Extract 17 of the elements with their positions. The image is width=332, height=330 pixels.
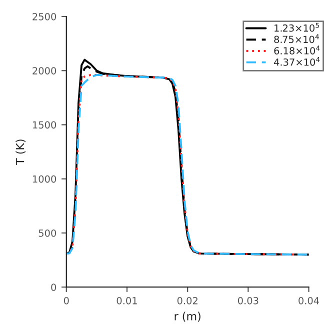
y-tick-label: 2000 <box>32 67 56 74</box>
y-tick-label: 500 <box>38 229 56 237</box>
legend-label: 1.23×10$^{5}$ <box>274 22 319 32</box>
x-tick-label: 0.02 <box>177 296 198 304</box>
y-tick-label: 0 <box>51 284 56 291</box>
y-tick-label: 2500 <box>32 12 56 20</box>
legend-label: 6.18×10$^{4}$ <box>274 46 320 54</box>
x-tick-label: 0.01 <box>116 296 137 304</box>
x-axis-title: r (m) <box>174 312 200 322</box>
y-tick-label: 1500 <box>33 121 56 129</box>
x-tick-label: 0.04 <box>298 296 320 304</box>
legend-label: 4.37×10$^{4}$ <box>274 56 320 66</box>
y-axis-title: T (K) <box>16 140 26 165</box>
legend-label: 8.75×10$^{4}$ <box>274 34 319 44</box>
x-tick-label: 0.03 <box>238 296 258 304</box>
x-tick-label: 0 <box>64 296 69 304</box>
y-tick-label: 1000 <box>33 175 56 183</box>
